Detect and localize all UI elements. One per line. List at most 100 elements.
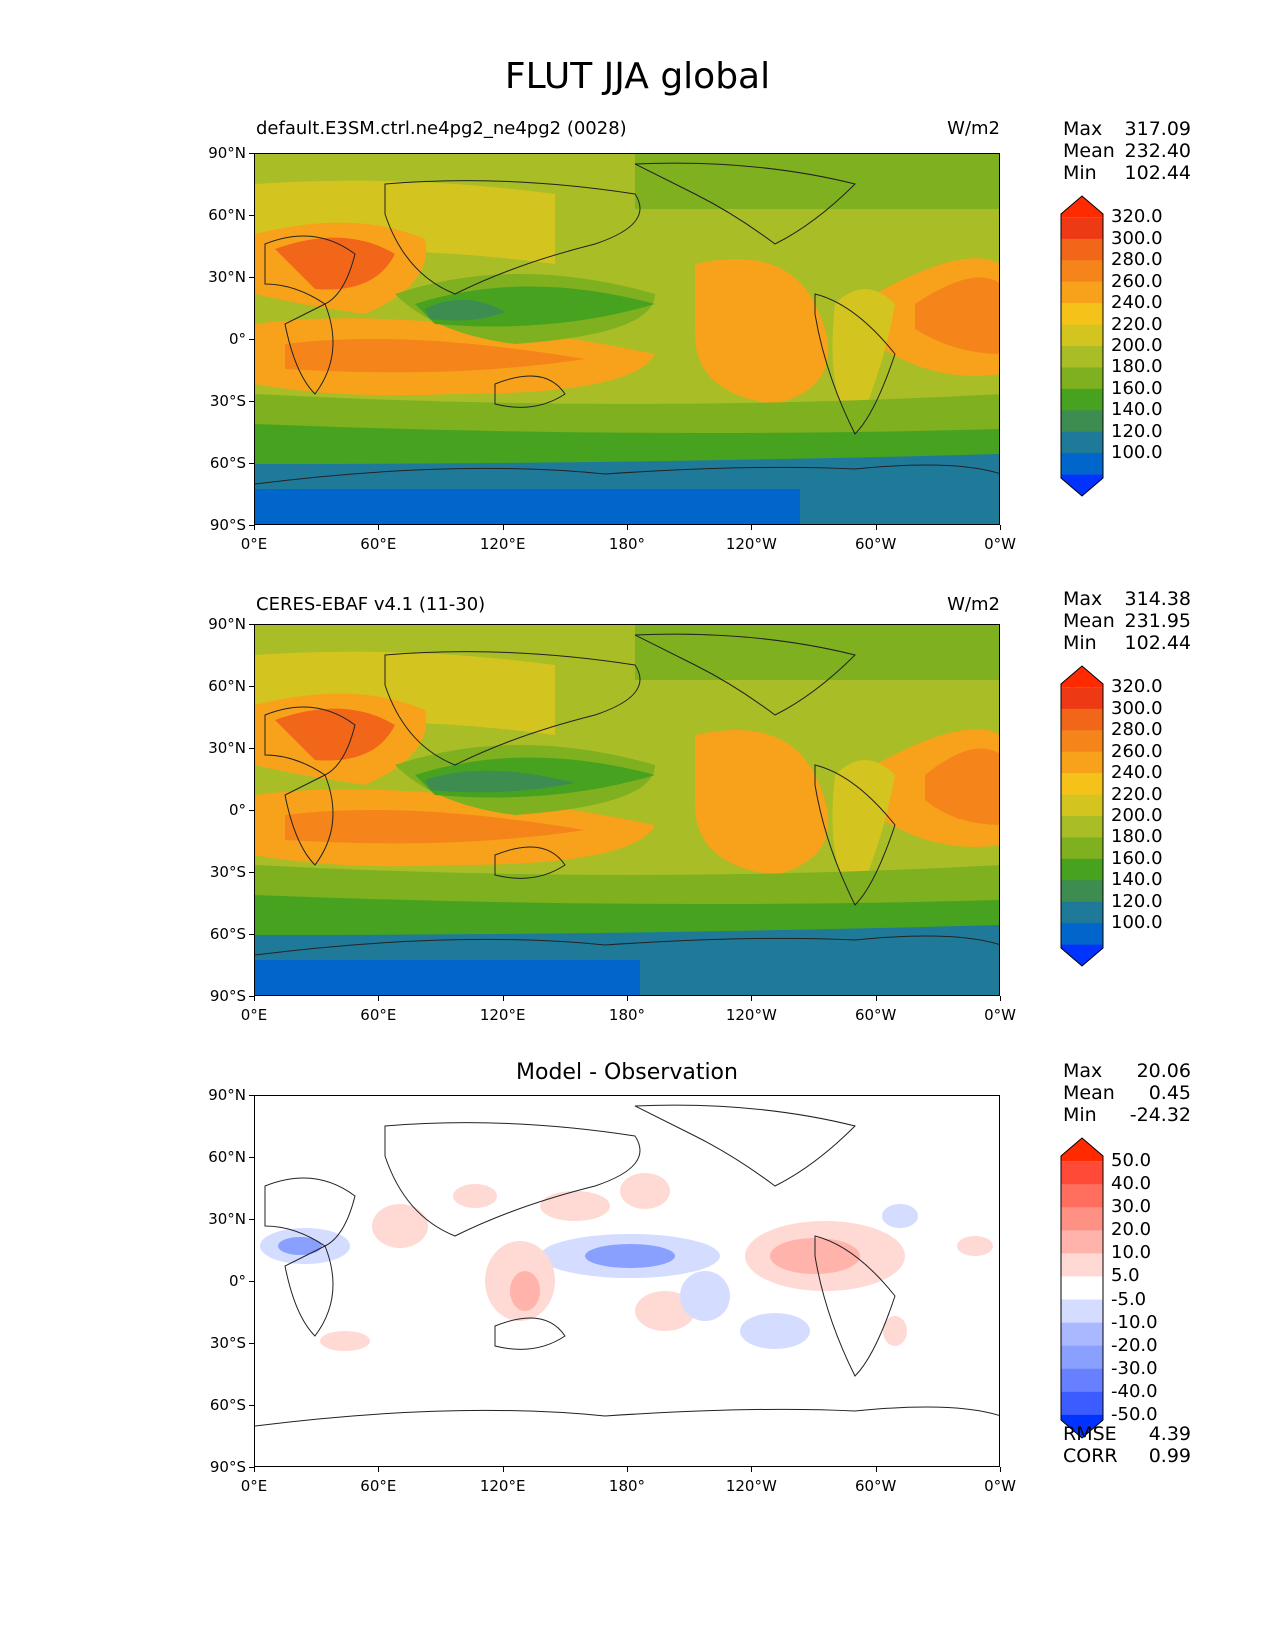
units-label: W/m2 <box>947 594 1000 615</box>
lat-tick <box>249 748 254 749</box>
lon-tick-label: 120°W <box>725 1006 777 1024</box>
lat-tick <box>249 934 254 935</box>
colorbar-segment <box>1061 1161 1103 1185</box>
lat-tick <box>249 401 254 402</box>
lat-tick <box>249 463 254 464</box>
lat-tick-label: 30°N <box>208 739 246 757</box>
colorbar-segment <box>1061 1230 1103 1254</box>
colorbar-tick-label: -20.0 <box>1111 1334 1158 1356</box>
map-obs <box>254 624 1000 996</box>
colorbar-segment <box>1061 708 1103 731</box>
lon-tick-label: 120°E <box>479 1477 526 1495</box>
colorbar-tick-label: 120.0 <box>1111 890 1163 912</box>
stat-name: Min <box>1063 162 1097 184</box>
lon-tick-label: 0°E <box>240 1006 268 1024</box>
lon-tick-label: 0°E <box>240 1477 268 1495</box>
lat-tick <box>249 1281 254 1282</box>
colorbar-segment <box>1061 453 1103 476</box>
colorbar-segment <box>1061 431 1103 454</box>
colorbar-tick-label: 220.0 <box>1111 783 1163 805</box>
lat-tick-label: 60°S <box>209 454 246 472</box>
colorbar-segment <box>1061 196 1103 218</box>
lon-tick <box>751 525 753 530</box>
stat-row: Max 314.38 <box>1063 588 1191 610</box>
lon-tick-label: 60°E <box>360 535 397 553</box>
stats-block: Max 20.06 Mean 0.45 Min -24.32 <box>1063 1060 1191 1126</box>
colorbar-segment <box>1061 1253 1103 1277</box>
stat-row: Mean 0.45 <box>1063 1082 1191 1104</box>
lon-tick <box>751 1467 753 1472</box>
lon-tick <box>502 525 504 530</box>
stat-row: Min 102.44 <box>1063 632 1191 654</box>
colorbar-tick-label: 200.0 <box>1111 805 1163 826</box>
colorbar-segment <box>1061 1368 1103 1393</box>
colorbar-segment <box>1061 1345 1103 1370</box>
figure-title: FLUT JJA global <box>504 56 771 97</box>
colorbar-tick-label: -40.0 <box>1111 1380 1158 1402</box>
lat-tick-label: 60°N <box>208 677 246 695</box>
colorbar-segment <box>1061 303 1103 326</box>
colorbar-segment <box>1061 1391 1103 1416</box>
colorbar-segment <box>1061 346 1103 368</box>
lon-tick <box>1000 525 1001 530</box>
lat-tick-label: 0° <box>228 330 246 348</box>
stat-name: Mean <box>1063 1082 1115 1104</box>
colorbar-tick-label: -10.0 <box>1111 1311 1158 1333</box>
lat-tick-label: 30°S <box>209 392 246 410</box>
lon-tick <box>378 1467 380 1472</box>
lon-tick-label: 0°W <box>984 1477 1016 1495</box>
lon-tick-label: 120°E <box>479 535 526 553</box>
lat-tick-label: 90°S <box>209 1458 246 1476</box>
colorbar-tick-label: 160.0 <box>1111 377 1163 399</box>
colorbar-tick-label: 120.0 <box>1111 420 1163 442</box>
lon-tick <box>254 1467 255 1472</box>
stat-name: Min <box>1063 632 1097 654</box>
lon-tick <box>875 1467 877 1472</box>
colorbar-tick-label: 160.0 <box>1111 847 1163 869</box>
lat-tick <box>249 1467 254 1468</box>
colorbar <box>1060 1137 1104 1439</box>
lon-tick-label: 180° <box>608 535 646 553</box>
lat-tick-label: 60°S <box>209 1396 246 1414</box>
stat-name: Mean <box>1063 610 1115 632</box>
units-label: W/m2 <box>947 118 1000 139</box>
colorbar-segment <box>1061 687 1103 710</box>
lon-tick-label: 120°W <box>725 1477 777 1495</box>
lon-tick <box>1000 1467 1001 1472</box>
panel-model: default.E3SM.ctrl.ne4pg2_ne4pg2 (0028) W… <box>0 0 1275 525</box>
lat-tick <box>249 525 254 526</box>
colorbar-segment <box>1061 410 1103 433</box>
lon-tick-label: 60°W <box>854 1477 897 1495</box>
stat-value: 0.45 <box>1148 1082 1191 1104</box>
colorbar-segment <box>1061 217 1103 240</box>
colorbar-tick-label: 280.0 <box>1111 719 1163 741</box>
colorbar-tick-label: 200.0 <box>1111 335 1163 356</box>
lon-tick <box>627 996 628 1001</box>
metric-value: 4.39 <box>1148 1423 1191 1445</box>
colorbar-segment <box>1061 260 1103 283</box>
colorbar <box>1060 665 1104 967</box>
colorbar-segment <box>1061 474 1103 496</box>
colorbar-tick-label: 280.0 <box>1111 249 1163 271</box>
colorbar-tick-label: -30.0 <box>1111 1357 1158 1379</box>
lon-tick-label: 60°W <box>854 1006 897 1024</box>
lat-tick-label: 60°S <box>209 925 246 943</box>
colorbar-tick-label: 100.0 <box>1111 442 1163 464</box>
colorbar-segment <box>1061 1414 1103 1438</box>
flut-field-model <box>255 154 999 524</box>
colorbar-segment <box>1061 281 1103 304</box>
colorbar-tick-label: 320.0 <box>1111 676 1163 698</box>
colorbar-segment <box>1061 1138 1103 1162</box>
stat-row: Mean 232.40 <box>1063 140 1191 162</box>
lat-tick-label: 90°S <box>209 987 246 1005</box>
stat-name: Min <box>1063 1104 1097 1126</box>
colorbar-tick-label: 320.0 <box>1111 206 1163 228</box>
lat-tick <box>249 339 254 340</box>
lat-tick <box>249 153 254 154</box>
colorbar-outline <box>1060 195 1104 497</box>
colorbar-segment <box>1061 730 1103 753</box>
stat-value: 102.44 <box>1124 632 1191 654</box>
stat-name: Max <box>1063 118 1103 140</box>
lon-tick-label: 0°W <box>984 535 1016 553</box>
colorbar-segment <box>1061 1322 1103 1347</box>
